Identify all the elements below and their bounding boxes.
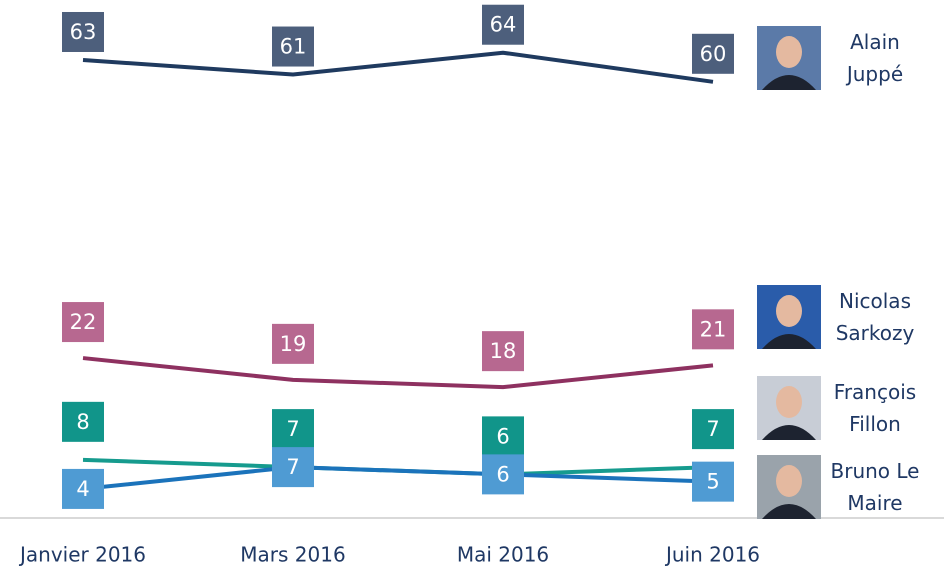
value-label: 22: [70, 310, 97, 334]
portrait: [757, 376, 821, 440]
value-label: 60: [700, 42, 727, 66]
legend-name: Nicolas Sarkozy: [825, 285, 925, 349]
x-tick-label: Janvier 2016: [18, 543, 146, 567]
value-label: 21: [700, 317, 727, 341]
portrait: [757, 455, 821, 519]
x-tick-label: Mars 2016: [240, 543, 345, 567]
value-label: 7: [286, 455, 299, 479]
value-label: 4: [76, 477, 89, 501]
legend-name: Alain Juppé: [825, 26, 925, 90]
value-label: 5: [706, 470, 719, 494]
portrait-face: [776, 465, 802, 497]
value-label: 6: [496, 462, 509, 486]
portrait-face: [776, 36, 802, 68]
x-tick-label: Juin 2016: [664, 543, 760, 567]
value-label: 19: [280, 332, 307, 356]
value-label: 7: [286, 417, 299, 441]
chart-canvas: Janvier 2016 Mars 2016 Mai 2016 Juin 2016 63…: [0, 0, 944, 568]
value-label: 18: [490, 339, 517, 363]
portrait: [757, 26, 821, 90]
value-label: 8: [76, 410, 89, 434]
series-line: [83, 358, 713, 387]
value-label: 6: [496, 424, 509, 448]
portrait: [757, 285, 821, 349]
series-line: [83, 53, 713, 82]
value-label: 61: [280, 35, 307, 59]
value-label: 64: [490, 13, 517, 37]
legend-name: Bruno Le Maire: [825, 455, 925, 519]
x-tick-label: Mai 2016: [457, 543, 549, 567]
legend-name: François Fillon: [825, 376, 925, 440]
portrait-face: [776, 386, 802, 418]
value-label: 7: [706, 417, 719, 441]
chart: Janvier 2016 Mars 2016 Mai 2016 Juin 2016 63…: [0, 0, 944, 568]
portrait-face: [776, 295, 802, 327]
value-label: 63: [70, 20, 97, 44]
